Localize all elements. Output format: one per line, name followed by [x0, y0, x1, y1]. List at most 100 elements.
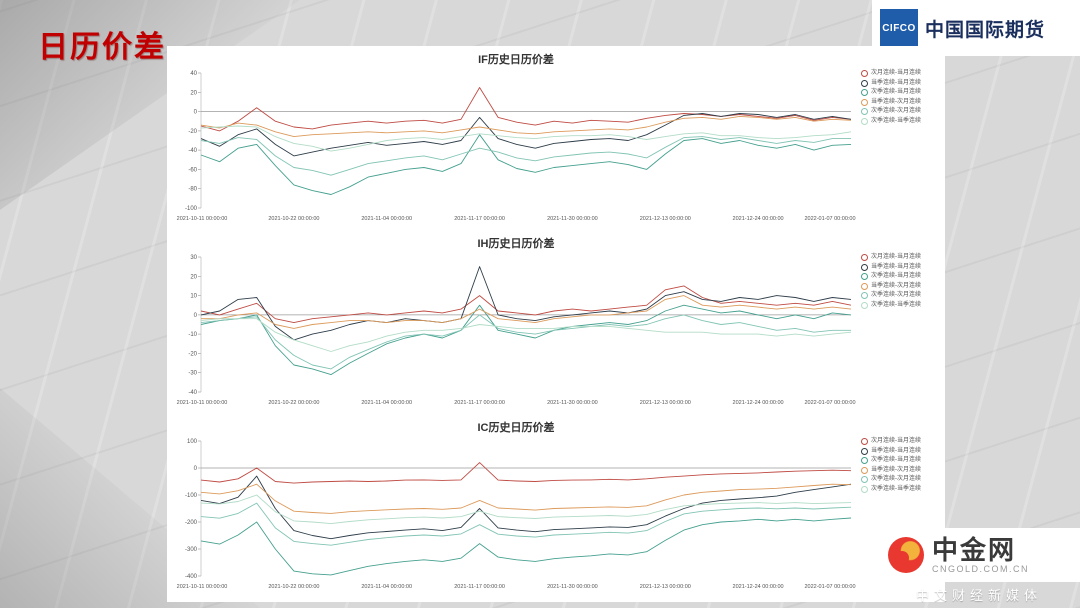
chart-legend: 次月连续-当月连续 当季连续-当月连续 次季连续-当月连续 当季连续-次月连续 次季连续…: [861, 66, 941, 125]
cngold-name: 中金网: [932, 535, 1017, 565]
legend-marker-icon: [861, 98, 868, 106]
svg-text:2021-12-13 00:00:00: 2021-12-13 00:00:00: [640, 216, 691, 222]
svg-text:-10: -10: [188, 332, 197, 338]
legend-marker-icon: [861, 301, 868, 309]
legend-item: 次季连续-当月连续: [861, 273, 941, 280]
legend-item: 当季连续-当月连续: [861, 79, 941, 87]
legend-item: 次季连续-当季连续: [861, 301, 941, 309]
legend-label: 次季连续-次月连续: [871, 476, 921, 482]
legend-label: 次月连续-当月连续: [871, 254, 921, 260]
page-title: 日历价差: [38, 31, 166, 64]
svg-text:2022-01-07 00:00:00: 2022-01-07 00:00:00: [804, 400, 855, 406]
legend-marker-icon: [861, 254, 868, 261]
legend-marker-icon: [861, 89, 868, 96]
legend-marker-icon: [861, 79, 868, 87]
svg-text:-60: -60: [188, 167, 197, 173]
svg-text:-40: -40: [188, 390, 197, 396]
line-plot: 30 20 10 0 -10 -20 -30 -40 2021-10-11 00:00:00 20…: [177, 255, 856, 406]
chart-ih: IH历史日历价差 30 20 10 0 -10 -20 -30 -40 2021-10-11 0…: [171, 232, 943, 416]
legend-marker-icon: [861, 466, 868, 474]
svg-text:-80: -80: [188, 187, 197, 193]
svg-text:2021-10-22 00:00:00: 2021-10-22 00:00:00: [268, 584, 319, 590]
svg-text:2021-11-30 00:00:00: 2021-11-30 00:00:00: [547, 400, 598, 406]
legend-marker-icon: [861, 282, 868, 290]
legend-marker-icon: [861, 476, 868, 483]
legend-item: 次月连续-当月连续: [861, 254, 941, 261]
cifco-company-name: 中国国际期货: [925, 19, 1046, 41]
legend-label: 次季连续-当季连续: [871, 485, 921, 492]
svg-text:40: 40: [190, 71, 197, 77]
svg-text:2021-11-30 00:00:00: 2021-11-30 00:00:00: [547, 584, 598, 590]
svg-text:-20: -20: [188, 129, 197, 135]
legend-marker-icon: [861, 273, 868, 280]
legend-marker-icon: [861, 292, 868, 299]
svg-text:0: 0: [194, 466, 198, 472]
legend-item: 当季连续-当月连续: [861, 447, 941, 455]
legend-item: 次季连续-当季连续: [861, 485, 941, 493]
svg-text:30: 30: [190, 255, 197, 261]
legend-marker-icon: [861, 70, 868, 77]
svg-text:2021-11-30 00:00:00: 2021-11-30 00:00:00: [547, 216, 598, 222]
svg-text:2021-10-22 00:00:00: 2021-10-22 00:00:00: [268, 400, 319, 406]
legend-label: 次季连续-当月连续: [871, 457, 921, 463]
legend-item: 次季连续-当季连续: [861, 117, 941, 125]
svg-text:2021-10-11 00:00:00: 2021-10-11 00:00:00: [177, 216, 228, 222]
legend-item: 次季连续-当月连续: [861, 89, 941, 96]
legend-item: 次月连续-当月连续: [861, 70, 941, 77]
legend-item: 当季连续-当月连续: [861, 263, 941, 271]
legend-marker-icon: [861, 263, 868, 271]
svg-text:0: 0: [194, 313, 198, 319]
svg-text:-200: -200: [185, 520, 198, 526]
cifco-logo-icon: CIFCO: [880, 9, 918, 47]
legend-label: 当季连续-次月连续: [871, 466, 921, 473]
line-plot: 100 0 -100 -200 -300 -400 2021-10-11 00:00:00 2…: [177, 439, 856, 590]
svg-text:-100: -100: [185, 206, 198, 212]
svg-text:20: 20: [190, 90, 197, 96]
cngold-tagline: 中文财经新媒体: [915, 588, 1042, 603]
cngold-logo: 中金网 CNGOLD.COM.CN: [878, 528, 1080, 582]
legend-marker-icon: [861, 438, 868, 445]
legend-label: 次季连续-当月连续: [871, 273, 921, 279]
legend-item: 当季连续-次月连续: [861, 282, 941, 290]
svg-text:2021-12-13 00:00:00: 2021-12-13 00:00:00: [640, 400, 691, 406]
svg-text:10: 10: [190, 294, 197, 300]
svg-text:2021-11-04 00:00:00: 2021-11-04 00:00:00: [361, 400, 412, 406]
legend-label: 当季连续-当月连续: [871, 447, 921, 454]
legend-label: 次月连续-当月连续: [871, 70, 921, 76]
chart-title: IC历史日历价差: [477, 422, 555, 434]
legend-marker-icon: [861, 485, 868, 493]
legend-item: 次季连续-次月连续: [861, 108, 941, 115]
legend-label: 次季连续-当月连续: [871, 89, 921, 95]
chart-legend: 次月连续-当月连续 当季连续-当月连续 次季连续-当月连续 当季连续-次月连续 次季连续…: [861, 434, 941, 493]
svg-text:2021-10-22 00:00:00: 2021-10-22 00:00:00: [268, 216, 319, 222]
legend-label: 次季连续-次月连续: [871, 292, 921, 298]
svg-text:0: 0: [194, 110, 198, 116]
legend-label: 当季连续-当月连续: [871, 263, 921, 270]
svg-text:2021-10-11 00:00:00: 2021-10-11 00:00:00: [177, 400, 228, 406]
legend-marker-icon: [861, 457, 868, 464]
svg-text:-30: -30: [188, 371, 197, 377]
svg-text:2021-12-24 00:00:00: 2021-12-24 00:00:00: [733, 400, 784, 406]
svg-text:-100: -100: [185, 493, 198, 499]
svg-text:2021-12-24 00:00:00: 2021-12-24 00:00:00: [733, 584, 784, 590]
svg-text:-300: -300: [185, 547, 198, 553]
svg-text:-20: -20: [188, 351, 197, 357]
legend-label: 次季连续-次月连续: [871, 108, 921, 114]
legend-label: 当季连续-次月连续: [871, 98, 921, 105]
legend-item: 当季连续-次月连续: [861, 98, 941, 106]
svg-text:2021-11-04 00:00:00: 2021-11-04 00:00:00: [361, 216, 412, 222]
chart-title: IF历史日历价差: [478, 54, 554, 66]
legend-marker-icon: [861, 108, 868, 115]
svg-text:2021-12-13 00:00:00: 2021-12-13 00:00:00: [640, 584, 691, 590]
cngold-domain: CNGOLD.COM.CN: [932, 564, 1030, 574]
line-plot: 40 20 0 -20 -40 -60 -80 -100 2021-10-11 00:00:00…: [177, 71, 856, 222]
charts-panel: IF历史日历价差 40 20 0 -20 -40 -60 -80 -100 2021-10-11…: [167, 46, 945, 602]
svg-text:2021-11-17 00:00:00: 2021-11-17 00:00:00: [454, 216, 505, 222]
legend-label: 次季连续-当季连续: [871, 301, 921, 308]
svg-text:100: 100: [187, 439, 198, 445]
chart-title: IH历史日历价差: [477, 238, 555, 250]
chart-legend: 次月连续-当月连续 当季连续-当月连续 次季连续-当月连续当季连续-次月连续次季连续…: [861, 250, 941, 309]
legend-item: 次季连续-次月连续: [861, 476, 941, 483]
svg-text:2021-11-04 00:00:00: 2021-11-04 00:00:00: [361, 584, 412, 590]
svg-text:2022-01-07 00:00:00: 2022-01-07 00:00:00: [804, 216, 855, 222]
